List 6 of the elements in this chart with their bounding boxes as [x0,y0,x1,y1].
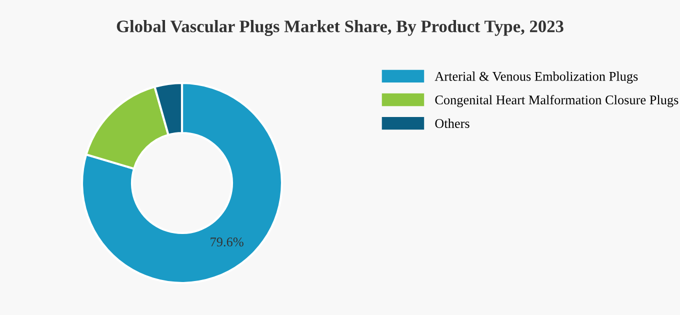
donut-slice [80,82,284,284]
legend-label: Arterial & Venous Embolization Plugs [434,72,638,84]
data-label: 79.6% [210,238,244,246]
legend-label: Congenital Heart Malformation Closure Plugs [435,94,678,108]
legend-label: Others [435,118,470,128]
chart-title: Global Vascular Plugs Market Share, By Product Type, 2023 [116,20,564,36]
